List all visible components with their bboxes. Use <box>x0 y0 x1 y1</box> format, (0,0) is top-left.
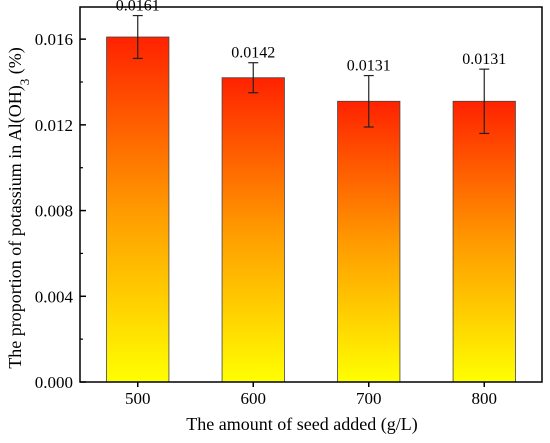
error-bar-600 <box>248 62 259 94</box>
x-axis-title: The amount of seed added (g/L) <box>186 414 417 435</box>
y-tick-label: 0.000 <box>35 373 73 392</box>
data-label-700: 0.0131 <box>347 58 391 75</box>
y-tick-label: 0.004 <box>35 287 74 306</box>
bar-500 <box>106 36 170 383</box>
x-tick-label-800: 800 <box>472 389 498 408</box>
x-tick-label-600: 600 <box>241 389 267 408</box>
bar-800 <box>452 100 516 383</box>
bar-700 <box>337 100 401 383</box>
error-bar-700 <box>363 74 374 128</box>
bar-600 <box>221 77 285 383</box>
x-tick-label-700: 700 <box>356 389 382 408</box>
plot-frame <box>79 6 543 383</box>
axes-layer: 0.000 0.004 0.008 0.012 0.016 500 600 700 800 <box>35 6 543 408</box>
x-tick-label-500: 500 <box>125 389 151 408</box>
error-bar-800 <box>479 68 490 135</box>
data-label-600: 0.0142 <box>231 45 275 62</box>
error-bar-500 <box>132 14 143 60</box>
y-axis-title: The proportion of potassium in Al(OH)3 (… <box>5 47 32 368</box>
y-tick-label: 0.008 <box>35 202 73 221</box>
y-tick-label: 0.012 <box>35 116 73 135</box>
y-tick-label: 0.016 <box>35 30 73 49</box>
data-label-800: 0.0131 <box>462 51 506 68</box>
